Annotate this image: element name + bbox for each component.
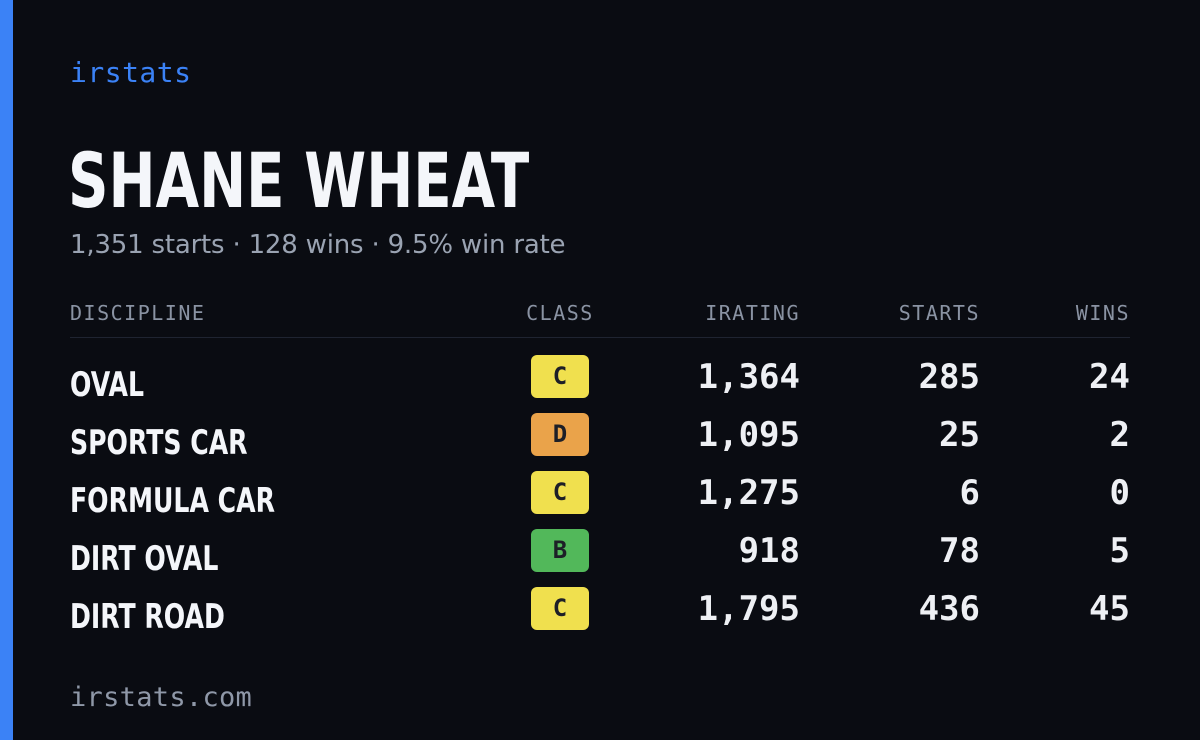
class-badge: C	[531, 355, 589, 398]
wins-value: 0	[1109, 473, 1130, 513]
class-badge: C	[531, 587, 589, 630]
irating-value: 1,795	[697, 589, 800, 629]
table-row-sports-car: SPORTS CAR D 1,095 25 2	[0, 413, 1200, 471]
starts-value: 25	[939, 415, 980, 455]
footer-url: irstats.com	[70, 682, 253, 713]
discipline-label: DIRT OVAL	[70, 539, 219, 579]
wins-value: 24	[1089, 357, 1130, 397]
accent-bar	[0, 0, 13, 740]
irating-value: 1,364	[697, 357, 800, 397]
table-row-dirt-road: DIRT ROAD C 1,795 436 45	[0, 587, 1200, 645]
driver-name: SHANE WHEAT	[68, 136, 530, 225]
discipline-label: FORMULA CAR	[70, 481, 275, 521]
header-irating: IRATING	[705, 301, 800, 325]
header-discipline: DISCIPLINE	[70, 301, 206, 325]
starts-value: 436	[918, 589, 980, 629]
brand-logo: irstats	[70, 56, 192, 89]
table-row-oval: OVAL C 1,364 285 24	[0, 355, 1200, 413]
wins-value: 5	[1109, 531, 1130, 571]
table-row-formula-car: FORMULA CAR C 1,275 6 0	[0, 471, 1200, 529]
starts-value: 285	[918, 357, 980, 397]
header-divider	[70, 337, 1130, 338]
discipline-label: SPORTS CAR	[70, 423, 248, 463]
driver-summary: 1,351 starts · 128 wins · 9.5% win rate	[70, 230, 566, 260]
wins-value: 45	[1089, 589, 1130, 629]
starts-value: 78	[939, 531, 980, 571]
header-class: CLASS	[526, 301, 594, 325]
irating-value: 1,095	[697, 415, 800, 455]
table-row-dirt-oval: DIRT OVAL B 918 78 5	[0, 529, 1200, 587]
discipline-label: OVAL	[70, 365, 144, 405]
discipline-label: DIRT ROAD	[70, 597, 225, 637]
class-badge: B	[531, 529, 589, 572]
starts-value: 6	[959, 473, 980, 513]
wins-value: 2	[1109, 415, 1130, 455]
header-wins: WINS	[1075, 301, 1130, 325]
class-badge: C	[531, 471, 589, 514]
class-badge: D	[531, 413, 589, 456]
header-starts: STARTS	[898, 301, 980, 325]
irating-value: 918	[738, 531, 800, 571]
irating-value: 1,275	[697, 473, 800, 513]
